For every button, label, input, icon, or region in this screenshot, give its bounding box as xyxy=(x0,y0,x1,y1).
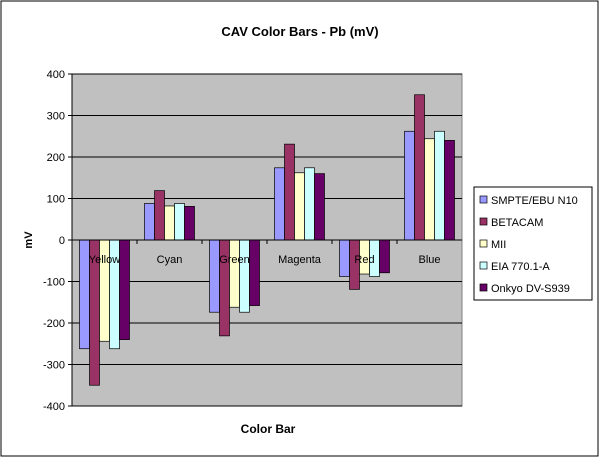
bar-cyan-4 xyxy=(184,206,195,241)
x-tick-label: Magenta xyxy=(278,254,322,266)
y-axis-label: mV xyxy=(23,231,35,249)
x-tick-label: Cyan xyxy=(157,254,183,266)
bar-magenta-3 xyxy=(304,167,315,241)
y-tick-label: 0 xyxy=(59,235,65,247)
bar-cyan-2 xyxy=(164,205,175,241)
legend-swatch xyxy=(479,217,488,226)
legend-box xyxy=(473,186,593,301)
bar-cyan-0 xyxy=(144,203,155,241)
legend-label: SMPTE/EBU N10 xyxy=(491,195,578,207)
legend-label: Onkyo DV-S939 xyxy=(491,283,570,295)
y-tick-label: 100 xyxy=(47,194,65,206)
bar-cyan-1 xyxy=(154,190,165,241)
y-tick-label: -200 xyxy=(43,318,65,330)
bar-cyan-3 xyxy=(174,203,185,241)
x-axis-label: Color Bar xyxy=(241,422,296,436)
legend-label: BETACAM xyxy=(491,217,543,229)
legend-swatch xyxy=(479,195,488,204)
x-tick-label: Blue xyxy=(418,254,440,266)
x-tick-label: Red xyxy=(354,254,374,266)
bar-blue-2 xyxy=(424,138,435,241)
y-tick-label: 200 xyxy=(47,152,65,164)
bar-red-0 xyxy=(339,239,350,277)
bar-yellow-4 xyxy=(119,239,130,340)
bar-magenta-4 xyxy=(314,173,325,241)
bar-blue-1 xyxy=(414,94,425,241)
bar-blue-0 xyxy=(404,130,415,241)
bar-magenta-1 xyxy=(284,143,295,241)
y-tick-label: -300 xyxy=(43,360,65,372)
chart-title: CAV Color Bars - Pb (mV) xyxy=(221,24,378,39)
y-tick-label: 400 xyxy=(47,69,65,81)
bar-green-2 xyxy=(229,239,240,308)
bar-green-3 xyxy=(239,239,250,313)
x-tick-label: Yellow xyxy=(89,254,120,266)
legend-label: EIA 770.1-A xyxy=(491,261,550,273)
bar-red-4 xyxy=(379,239,390,274)
legend-swatch xyxy=(479,239,488,248)
bar-magenta-2 xyxy=(294,172,305,241)
legend-swatch xyxy=(479,283,488,292)
bar-blue-3 xyxy=(434,130,445,241)
bar-magenta-0 xyxy=(274,167,285,241)
bar-green-0 xyxy=(209,239,220,313)
y-tick-label: -400 xyxy=(43,401,65,413)
bar-blue-4 xyxy=(444,140,455,241)
legend-label: MII xyxy=(491,239,506,251)
legend-swatch xyxy=(479,261,488,270)
x-tick-label: Green xyxy=(219,254,250,266)
y-tick-label: 300 xyxy=(47,111,65,123)
y-tick-label: -100 xyxy=(43,277,65,289)
bar-green-4 xyxy=(249,239,260,306)
